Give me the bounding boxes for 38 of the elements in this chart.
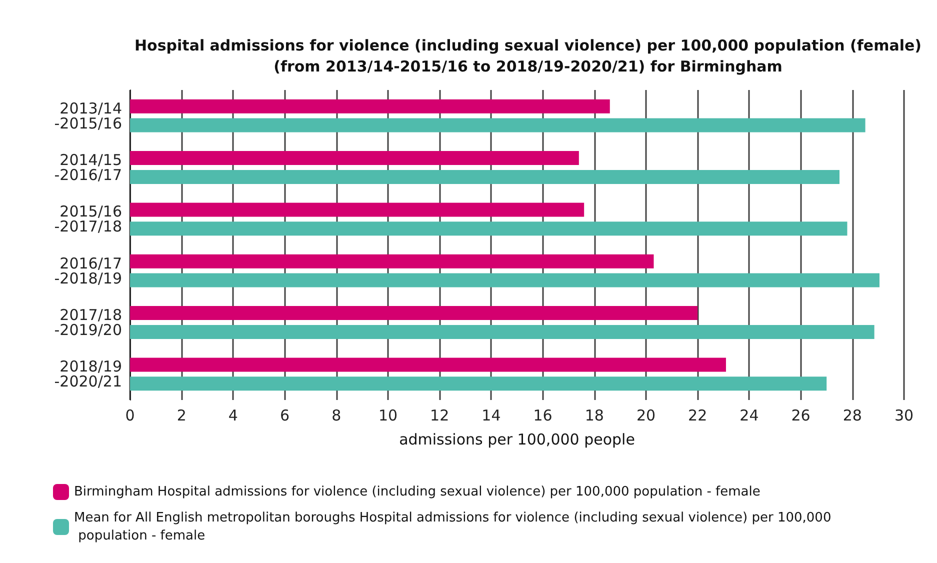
y-tick-label: 2016/17 -2018/19 <box>54 254 122 288</box>
x-tick-label: 28 <box>842 406 862 424</box>
bar <box>130 170 840 184</box>
bar <box>130 151 579 166</box>
y-tick-label: 2013/14 -2015/16 <box>54 99 122 132</box>
bar <box>130 358 726 372</box>
bar <box>130 222 848 236</box>
x-tick-label: 30 <box>894 406 914 424</box>
x-tick-label: 16 <box>533 406 552 424</box>
legend-label: Mean for All English metropolitan boroughs Hospital admissions for violence (including sexual violence) per 100,000 population - female <box>74 510 832 544</box>
y-tick-label: 2017/18 -2019/20 <box>54 306 122 339</box>
x-axis-title: admissions per 100,000 people <box>399 430 635 448</box>
x-tick-label: 0 <box>125 406 135 424</box>
bar <box>130 376 827 391</box>
y-tick-label: 2014/15 -2016/17 <box>54 151 122 184</box>
x-tick-label: 24 <box>740 406 759 424</box>
bar <box>130 202 584 217</box>
bar <box>130 254 654 268</box>
chart-title: Hospital admissions for violence (including sexual violence) per 100,000 population (female) (from 2013/14-2015/16 to 2018/19-2020/21) for Birmingham <box>134 36 922 76</box>
x-tick-label: 26 <box>791 406 810 424</box>
x-tick-label: 12 <box>430 406 450 424</box>
x-tick-label: 6 <box>280 406 290 424</box>
x-tick-label: 22 <box>688 406 708 424</box>
y-tick-label: 2015/16 -2017/18 <box>54 202 122 236</box>
x-tick-label: 4 <box>228 406 238 424</box>
bar <box>130 273 880 288</box>
x-tick-label: 18 <box>584 406 604 424</box>
bar <box>130 324 874 339</box>
x-tick-label: 8 <box>332 406 342 424</box>
x-tick-label: 14 <box>482 406 501 424</box>
bar <box>130 99 610 114</box>
x-tick-label: 20 <box>636 406 656 424</box>
y-tick-label: 2018/19 -2020/21 <box>54 358 122 391</box>
x-tick-label: 2 <box>176 406 186 424</box>
x-tick-label: 10 <box>378 406 398 424</box>
bar <box>130 118 866 132</box>
bar <box>130 306 698 320</box>
legend-label: Birmingham Hospital admissions for violence (including sexual violence) per 100,000 population - female <box>74 484 760 500</box>
